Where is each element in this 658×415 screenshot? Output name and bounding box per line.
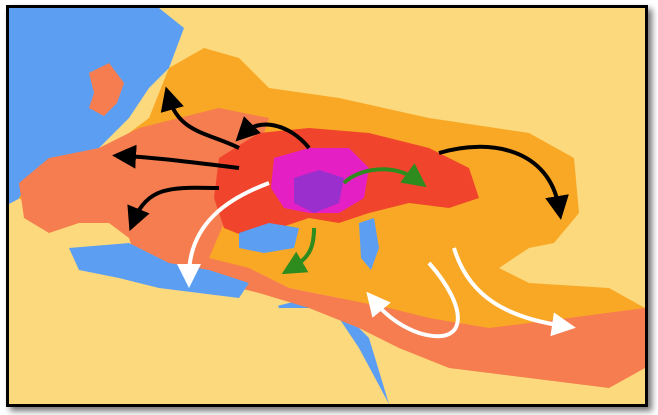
black-arrows [112, 86, 569, 232]
arrow-white-india [452, 247, 576, 337]
map-frame [6, 5, 648, 407]
white-arrows [177, 181, 576, 339]
migration-map [9, 8, 645, 404]
arrow-green-east [342, 163, 427, 188]
british-isles [89, 63, 124, 116]
arrow-black-northwest [160, 86, 240, 150]
arrow-green-anatolia [281, 227, 316, 275]
caspian-sea [359, 218, 379, 270]
secondary-range [19, 108, 645, 388]
homeland-center [294, 170, 344, 213]
green-arrows [281, 163, 427, 275]
arrow-black-north [235, 116, 311, 150]
arrow-black-west [112, 144, 240, 170]
arrow-black-southwest [127, 185, 220, 232]
arrow-white-balkans [177, 181, 270, 288]
mediterranean [69, 243, 249, 298]
arrow-black-east [438, 144, 569, 220]
black-sea [239, 223, 299, 253]
arrow-white-iran [366, 261, 460, 339]
